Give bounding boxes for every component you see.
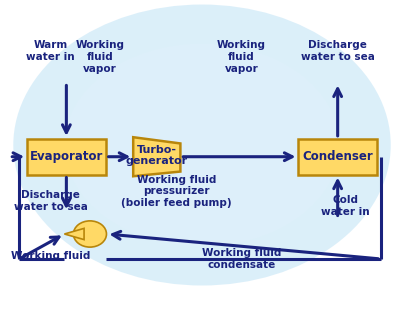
Text: Working fluid
pressurizer
(boiler feed pump): Working fluid pressurizer (boiler feed p… — [121, 175, 232, 208]
Text: Discharge
water to sea: Discharge water to sea — [301, 40, 375, 62]
Text: Discharge
water to sea: Discharge water to sea — [14, 190, 88, 212]
Text: Working fluid
condensate: Working fluid condensate — [202, 248, 281, 270]
Ellipse shape — [64, 43, 340, 246]
FancyBboxPatch shape — [27, 139, 106, 175]
Text: Cold
water in: Cold water in — [321, 195, 370, 217]
Text: Working fluid: Working fluid — [11, 251, 90, 261]
Text: Warm
water in: Warm water in — [26, 40, 75, 62]
Text: Evaporator: Evaporator — [30, 150, 103, 163]
Text: Condenser: Condenser — [302, 150, 373, 163]
Ellipse shape — [13, 4, 391, 285]
FancyBboxPatch shape — [298, 139, 377, 175]
Polygon shape — [133, 137, 180, 176]
Circle shape — [74, 221, 106, 247]
Text: Working
fluid
vapor: Working fluid vapor — [217, 40, 266, 74]
Text: Turbo-
generator: Turbo- generator — [126, 145, 188, 166]
Text: Working
fluid
vapor: Working fluid vapor — [75, 40, 124, 74]
Polygon shape — [64, 228, 84, 240]
